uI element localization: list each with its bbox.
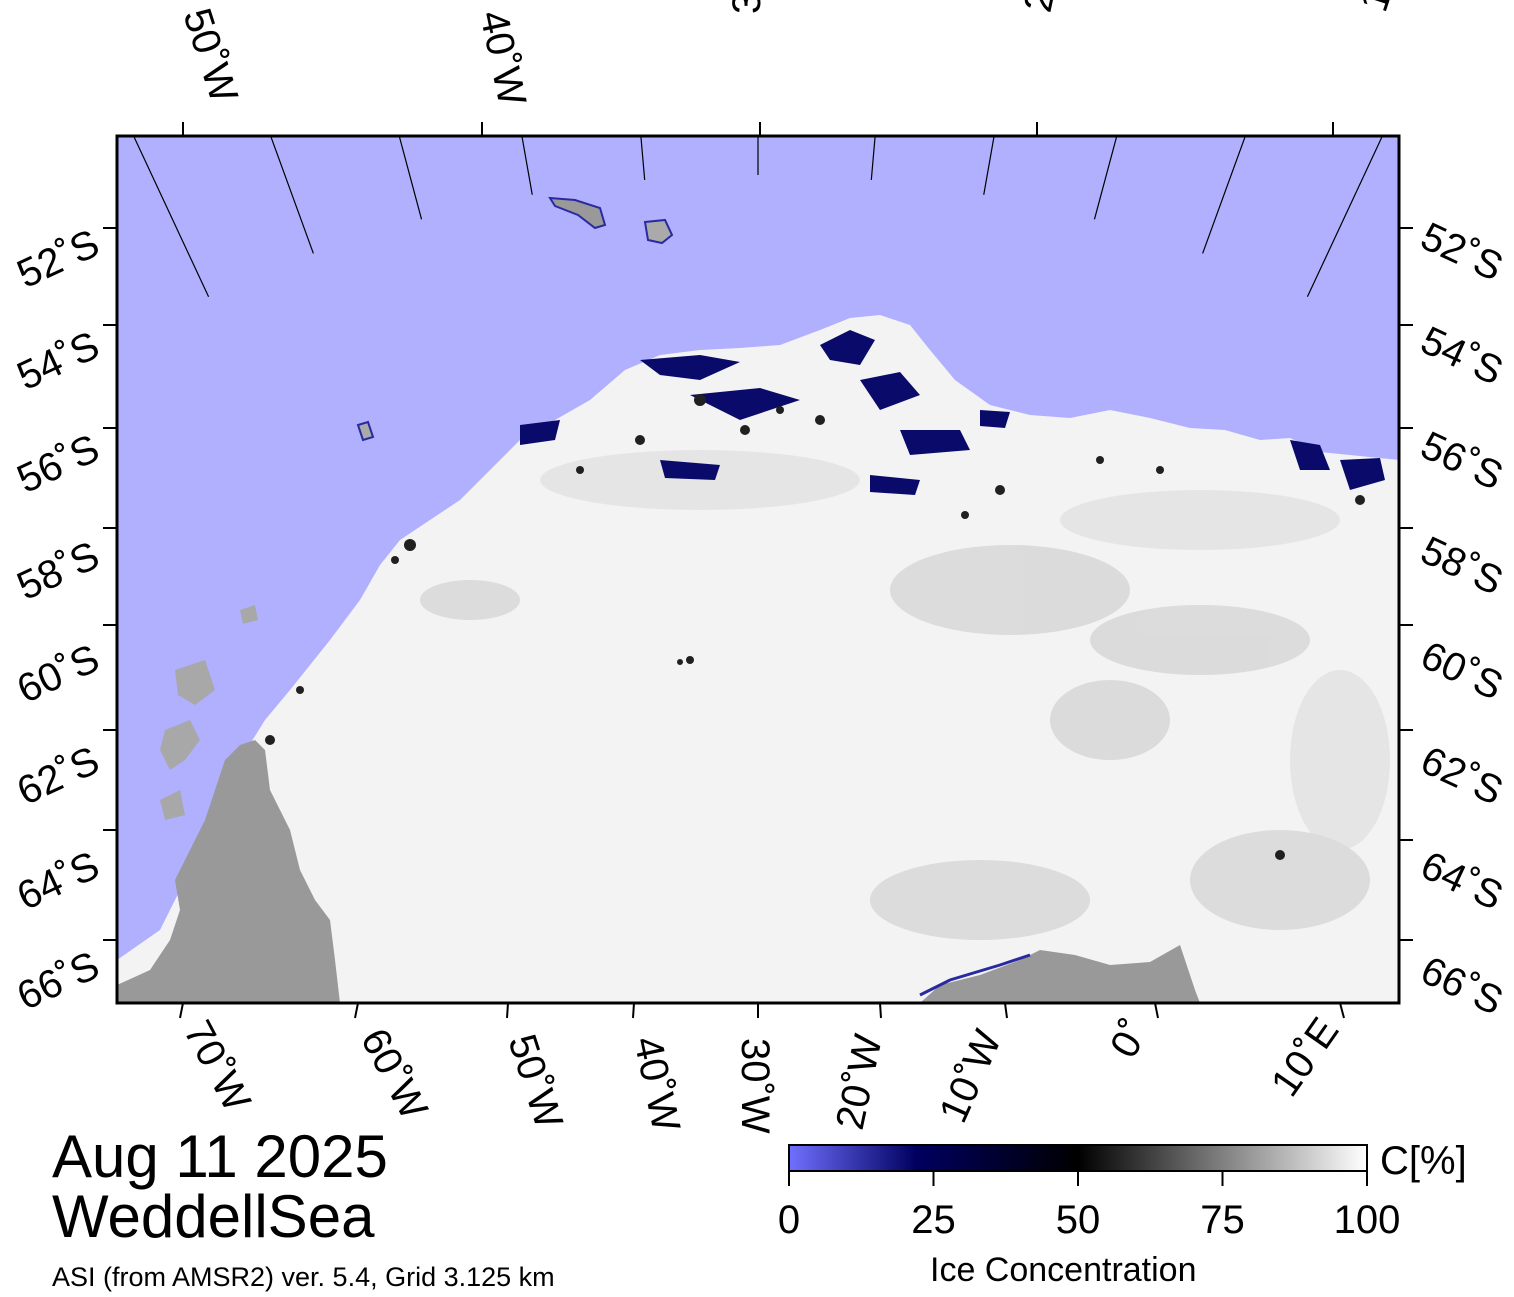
- lat-label-right: 64˚S: [1414, 843, 1509, 919]
- lat-label-left: 54˚S: [11, 323, 106, 399]
- sea-ice-pack: [117, 315, 1399, 1003]
- lon-label-top: 50˚W: [174, 3, 245, 108]
- lat-label-right: 58˚S: [1414, 528, 1509, 604]
- land-east-antarctica: [920, 945, 1200, 1003]
- lon-label-bottom: 10˚W: [931, 1024, 1010, 1129]
- lat-label-right: 60˚S: [1414, 633, 1509, 709]
- ice-texture: [420, 545, 1370, 940]
- island-south-georgia: [643, 218, 674, 245]
- lon-label-bottom: 70˚W: [175, 1014, 259, 1119]
- land-antarctic-peninsula: [117, 740, 340, 1003]
- land-peninsula-islands: [160, 605, 258, 820]
- frame-tick: [506, 1002, 509, 1019]
- frame-tick: [179, 1002, 184, 1019]
- lon-label-bottom: 20˚W: [828, 1030, 891, 1133]
- colorbar-tick-label: 75: [1200, 1198, 1245, 1242]
- map-date: Aug 11 2025: [52, 1123, 388, 1190]
- lat-label-right: 52˚S: [1414, 214, 1509, 290]
- frame-tick: [1004, 1002, 1008, 1019]
- lon-label-bottom: 10˚E: [1263, 1010, 1348, 1104]
- colorbar: [788, 1144, 1368, 1172]
- lon-label-top: 40˚W: [471, 7, 534, 110]
- colorbar-tick-label: 50: [1055, 1198, 1101, 1242]
- lat-label-left: 52˚S: [11, 221, 106, 297]
- frame-tick: [354, 1002, 359, 1019]
- colorbar-tick-label: 25: [911, 1198, 956, 1242]
- lon-label-bottom: 40˚W: [625, 1033, 688, 1136]
- lat-label-right: 62˚S: [1414, 738, 1509, 814]
- colorbar-tick-label: 100: [1333, 1198, 1401, 1242]
- island-small: [356, 420, 375, 442]
- lat-label-left: 58˚S: [11, 533, 106, 609]
- frame-tick: [879, 1002, 882, 1019]
- lat-label-right: 56˚S: [1414, 423, 1509, 499]
- island-shag-rocks: [548, 196, 607, 230]
- colorbar-unit: C[%]: [1380, 1139, 1467, 1183]
- lat-label-left: 56˚S: [11, 426, 106, 502]
- ice-edge-features: [520, 330, 1385, 495]
- lon-label-bottom: 0˚: [1102, 1013, 1158, 1066]
- ice-shelf-edge: [919, 953, 1031, 997]
- lat-label-left: 62˚S: [11, 738, 106, 814]
- meridian-line: [1408, 0, 1514, 349]
- data-source: ASI (from AMSR2) ver. 5.4, Grid 3.125 km: [52, 1262, 555, 1292]
- lat-label-right: 54˚S: [1414, 318, 1509, 394]
- map-region: WeddellSea: [52, 1183, 375, 1250]
- lat-label-left: 66˚S: [11, 943, 106, 1019]
- colorbar-title: Ice Concentration: [930, 1251, 1197, 1289]
- lon-label-bottom: 50˚W: [499, 1029, 570, 1134]
- lon-label-top: 10˚W: [1352, 0, 1423, 17]
- ice-texture-light: [540, 450, 1390, 850]
- colorbar-tick-label: 0: [777, 1198, 801, 1242]
- lon-label-top: 30˚W: [725, 0, 769, 14]
- colorbar-ticks: [788, 1171, 1368, 1186]
- lon-label-top: 20˚W: [1016, 0, 1079, 16]
- frame-tick: [1339, 1002, 1345, 1019]
- frame-tick: [1154, 1002, 1159, 1019]
- lat-label-left: 60˚S: [11, 636, 106, 712]
- lon-label-bottom: 60˚W: [352, 1022, 436, 1127]
- meridian-line: [0, 0, 108, 349]
- frame-tick: [632, 1002, 635, 1019]
- axis-ticks: [103, 122, 1413, 1019]
- meridian-line: [0, 0, 12, 410]
- lon-label-bottom: 30˚W: [733, 1038, 777, 1134]
- lat-label-right: 66˚S: [1414, 948, 1509, 1024]
- meridian-line: [1504, 0, 1514, 410]
- lat-label-left: 64˚S: [11, 843, 106, 919]
- ice-dark-specks: [265, 394, 1365, 860]
